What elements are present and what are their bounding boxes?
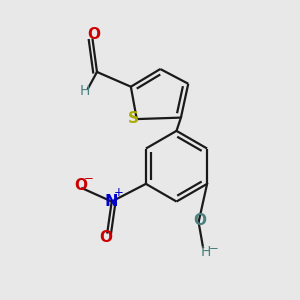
- Text: O: O: [74, 178, 87, 193]
- Text: O: O: [194, 213, 207, 228]
- Text: N: N: [105, 194, 119, 209]
- Text: O: O: [88, 27, 100, 42]
- Text: −: −: [84, 172, 94, 185]
- Text: H: H: [200, 244, 211, 259]
- Text: H: H: [80, 83, 90, 98]
- Text: S: S: [128, 111, 139, 126]
- Text: O: O: [99, 230, 112, 245]
- Text: +: +: [114, 186, 124, 199]
- Text: −: −: [208, 242, 218, 255]
